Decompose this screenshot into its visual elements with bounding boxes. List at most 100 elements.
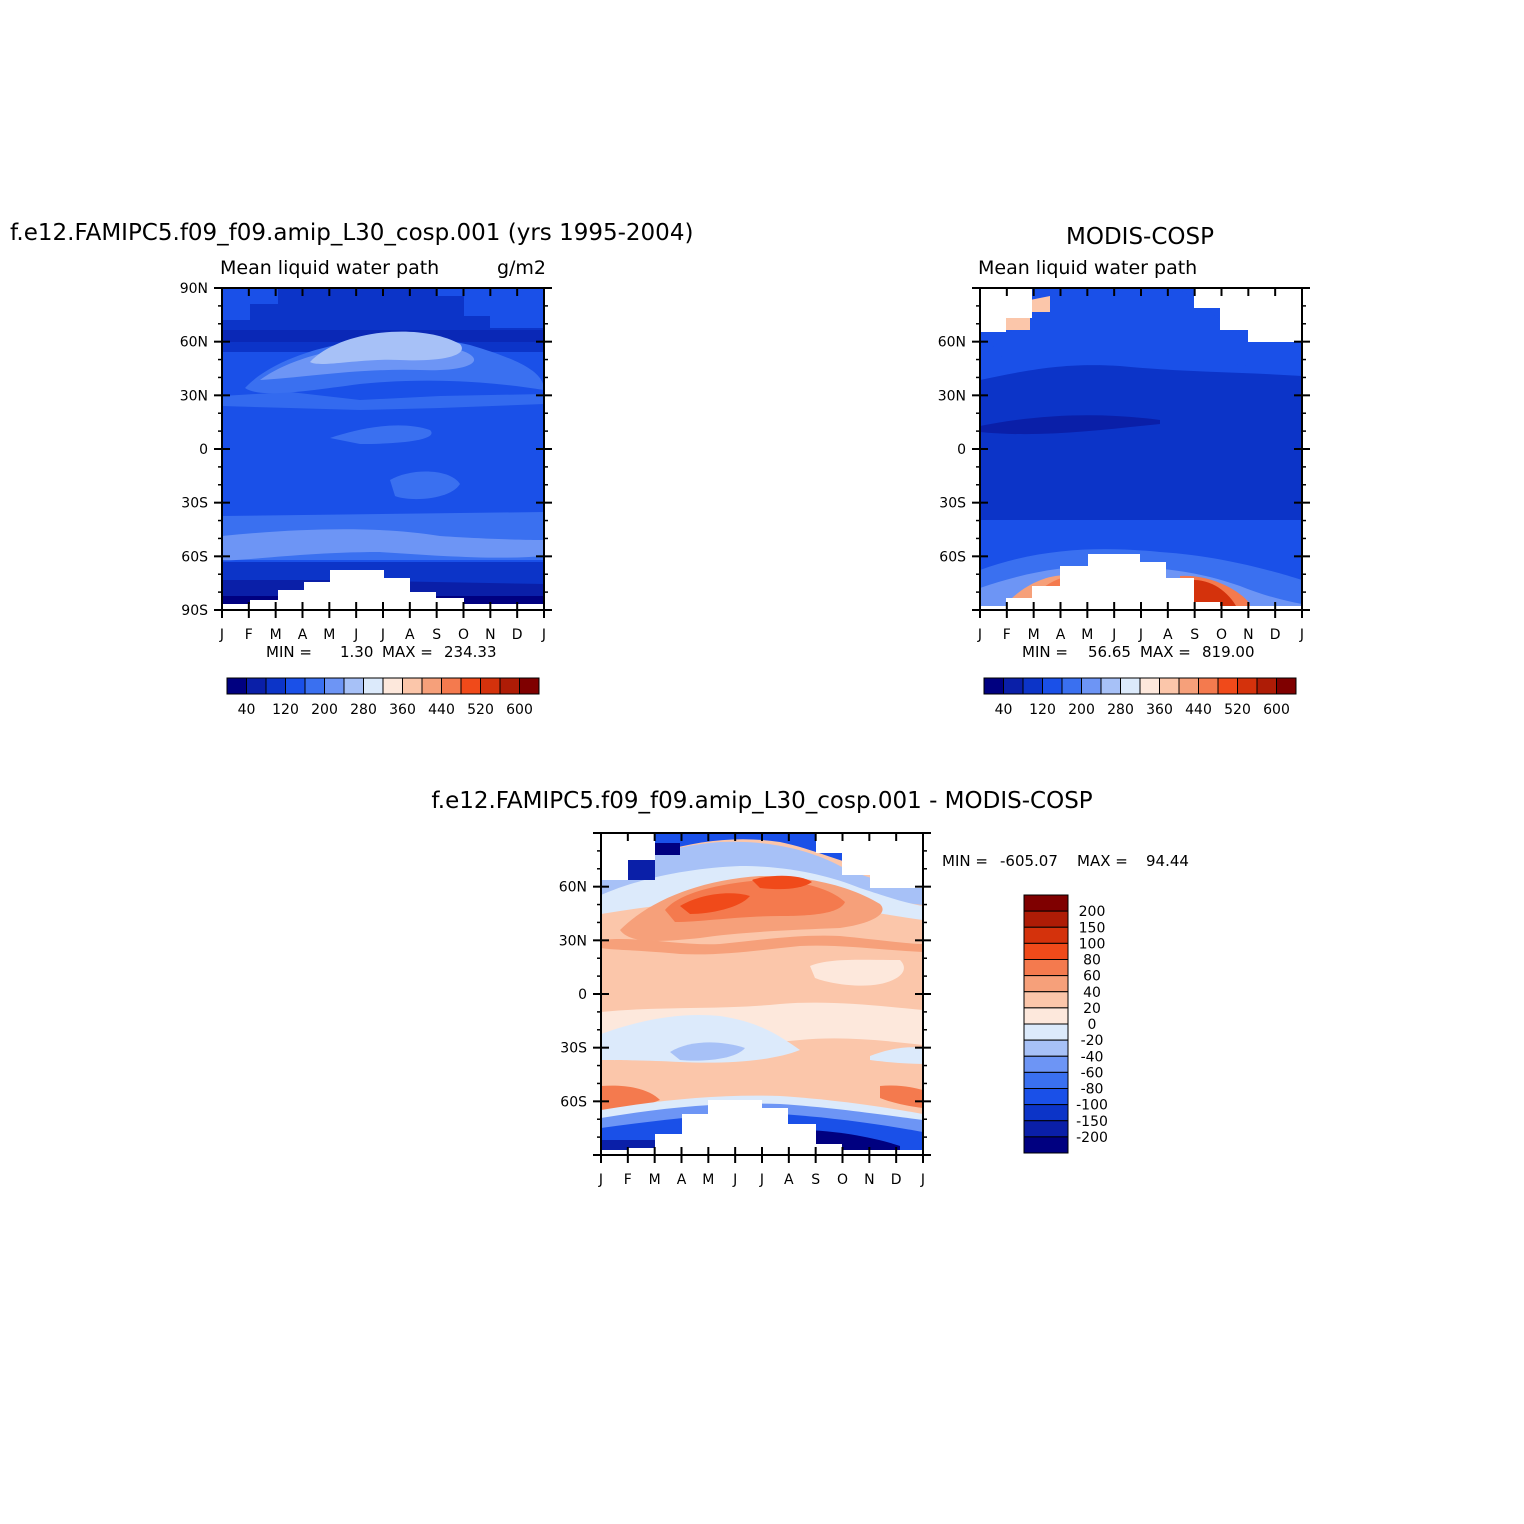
colorbar-swatch <box>1256 677 1277 695</box>
colorbar-label: 120 <box>1029 702 1056 718</box>
colorbar-label: 40 <box>238 702 256 718</box>
colorbar-swatch <box>1023 894 1069 912</box>
panel-obs-field <box>980 288 1302 610</box>
colorbar-swatch <box>363 677 384 695</box>
colorbar-swatch <box>1276 677 1297 695</box>
colorbar-label: -20 <box>1081 1033 1104 1049</box>
x-tick-label: J <box>1299 627 1304 643</box>
colorbar-label: -80 <box>1081 1082 1104 1098</box>
colorbar-swatch <box>1061 677 1082 695</box>
panel-model-max-label: MAX = <box>382 643 433 661</box>
x-tick-label: S <box>1190 627 1199 643</box>
colorbar-label: -60 <box>1081 1065 1104 1081</box>
colorbar-label: 280 <box>350 702 377 718</box>
panel-diff-min-label: MIN = <box>942 852 988 870</box>
y-tick-label: 60N <box>938 335 966 351</box>
colorbar-swatch <box>519 677 540 695</box>
x-tick-label: J <box>920 1172 925 1188</box>
x-tick-label: F <box>245 627 253 643</box>
panel-obs-max-value: 819.00 <box>1202 643 1255 661</box>
colorbar-swatch <box>324 677 345 695</box>
colorbar-swatch <box>480 677 501 695</box>
colorbar-swatch <box>1023 1071 1069 1089</box>
colorbar-label: 360 <box>1146 702 1173 718</box>
panel-model-subtitle: Mean liquid water path <box>220 257 439 279</box>
x-tick-label: O <box>837 1172 848 1188</box>
x-tick-label: A <box>1056 627 1066 643</box>
y-tick-label: 60N <box>180 335 208 351</box>
x-tick-label: M <box>649 1172 661 1188</box>
colorbar-swatch <box>421 677 442 695</box>
colorbar-swatch <box>1237 677 1258 695</box>
colorbar-swatch <box>441 677 462 695</box>
y-tick-label: 60S <box>560 1094 587 1110</box>
x-tick-label: D <box>891 1172 902 1188</box>
y-tick-label: 0 <box>957 442 966 458</box>
y-tick-label: 30N <box>938 388 966 404</box>
x-tick-label: S <box>811 1172 820 1188</box>
colorbar-swatch <box>1042 677 1063 695</box>
y-tick-label: 30N <box>180 388 208 404</box>
panel-model: f.e12.FAMIPC5.f09_f09.amip_L30_cosp.001 … <box>10 220 693 718</box>
colorbar-swatch <box>1100 677 1121 695</box>
colorbar-swatch <box>1023 1055 1069 1073</box>
colorbar-label: 440 <box>428 702 455 718</box>
colorbar-label: 200 <box>1079 904 1106 920</box>
colorbar-swatch <box>1022 677 1043 695</box>
panel-model-field <box>222 288 544 610</box>
x-tick-label: N <box>485 627 495 643</box>
x-tick-label: M <box>702 1172 714 1188</box>
x-tick-label: M <box>1028 627 1040 643</box>
x-tick-label: A <box>677 1172 687 1188</box>
colorbar-swatch <box>1081 677 1102 695</box>
colorbar-label: 440 <box>1185 702 1212 718</box>
x-tick-label: S <box>432 627 441 643</box>
colorbar-label: -200 <box>1076 1130 1108 1146</box>
colorbar-swatch <box>382 677 403 695</box>
panel-obs-colorbar: 40 120 200 280 360 440 520 600 <box>983 677 1297 718</box>
colorbar-label: 20 <box>1083 1001 1101 1017</box>
colorbar-swatch <box>1023 975 1069 993</box>
colorbar-label: 80 <box>1083 953 1101 969</box>
colorbar-label: -40 <box>1081 1049 1104 1065</box>
panel-obs-min-value: 56.65 <box>1088 643 1131 661</box>
x-tick-label: J <box>598 1172 603 1188</box>
x-tick-label: O <box>1216 627 1227 643</box>
y-tick-label: 60S <box>939 549 966 565</box>
colorbar-swatch <box>1003 677 1024 695</box>
colorbar-label: 40 <box>995 702 1013 718</box>
x-tick-label: M <box>1081 627 1093 643</box>
colorbar-swatch <box>226 677 247 695</box>
panel-diff-title: f.e12.FAMIPC5.f09_f09.amip_L30_cosp.001 … <box>431 788 1092 814</box>
colorbar-swatch <box>1023 959 1069 977</box>
colorbar-swatch <box>1120 677 1141 695</box>
colorbar-swatch <box>1139 677 1160 695</box>
colorbar-swatch <box>499 677 520 695</box>
y-tick-label: 60S <box>181 549 208 565</box>
colorbar-swatch <box>402 677 423 695</box>
colorbar-swatch <box>983 677 1004 695</box>
x-tick-label: D <box>512 627 523 643</box>
x-tick-label: J <box>759 1172 764 1188</box>
colorbar-label: -100 <box>1076 1098 1108 1114</box>
x-tick-label: O <box>458 627 469 643</box>
y-tick-label: 0 <box>199 442 208 458</box>
y-tick-label: 0 <box>578 987 587 1003</box>
colorbar-label: 200 <box>311 702 338 718</box>
colorbar-label: 150 <box>1079 920 1106 936</box>
x-tick-label: A <box>298 627 308 643</box>
x-tick-label: J <box>353 627 358 643</box>
colorbar-swatch <box>246 677 267 695</box>
panel-diff-field <box>601 833 923 1155</box>
colorbar-label: 40 <box>1083 985 1101 1001</box>
colorbar-swatch <box>1159 677 1180 695</box>
colorbar-label: 520 <box>1224 702 1251 718</box>
colorbar-swatch <box>1217 677 1238 695</box>
x-tick-label: J <box>219 627 224 643</box>
x-tick-label: M <box>323 627 335 643</box>
panel-model-title: f.e12.FAMIPC5.f09_f09.amip_L30_cosp.001 … <box>10 220 693 246</box>
